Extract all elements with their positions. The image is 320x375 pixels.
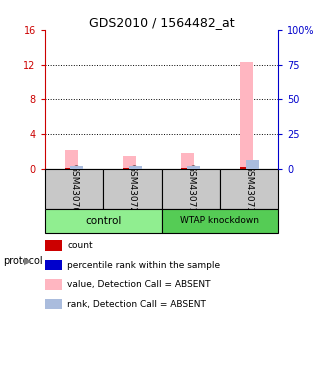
Bar: [240, 167, 253, 169]
Text: value, Detection Call = ABSENT: value, Detection Call = ABSENT: [67, 280, 211, 289]
Text: GSM43073: GSM43073: [245, 164, 254, 213]
FancyBboxPatch shape: [45, 169, 103, 208]
Text: GSM43070: GSM43070: [69, 164, 78, 213]
Bar: [181, 153, 194, 169]
Bar: [123, 156, 136, 169]
FancyBboxPatch shape: [45, 209, 162, 232]
FancyBboxPatch shape: [103, 169, 162, 208]
Bar: [70, 166, 83, 169]
Bar: [246, 160, 259, 169]
Bar: [187, 166, 200, 169]
FancyBboxPatch shape: [162, 209, 278, 232]
Text: ▶: ▶: [24, 256, 31, 266]
Bar: [181, 168, 194, 169]
Text: count: count: [67, 241, 93, 250]
Text: rank, Detection Call = ABSENT: rank, Detection Call = ABSENT: [67, 300, 206, 309]
Text: GSM43071: GSM43071: [186, 164, 195, 213]
Title: GDS2010 / 1564482_at: GDS2010 / 1564482_at: [89, 16, 235, 29]
Text: percentile rank within the sample: percentile rank within the sample: [67, 261, 220, 270]
Bar: [129, 166, 142, 169]
Text: WTAP knockdown: WTAP knockdown: [180, 216, 260, 225]
FancyBboxPatch shape: [220, 169, 278, 208]
Bar: [240, 62, 253, 169]
Bar: [65, 168, 77, 169]
Text: GSM43072: GSM43072: [128, 164, 137, 213]
Bar: [65, 150, 77, 169]
FancyBboxPatch shape: [162, 169, 220, 208]
Bar: [123, 168, 136, 169]
Text: protocol: protocol: [3, 256, 43, 266]
Text: control: control: [85, 216, 121, 226]
